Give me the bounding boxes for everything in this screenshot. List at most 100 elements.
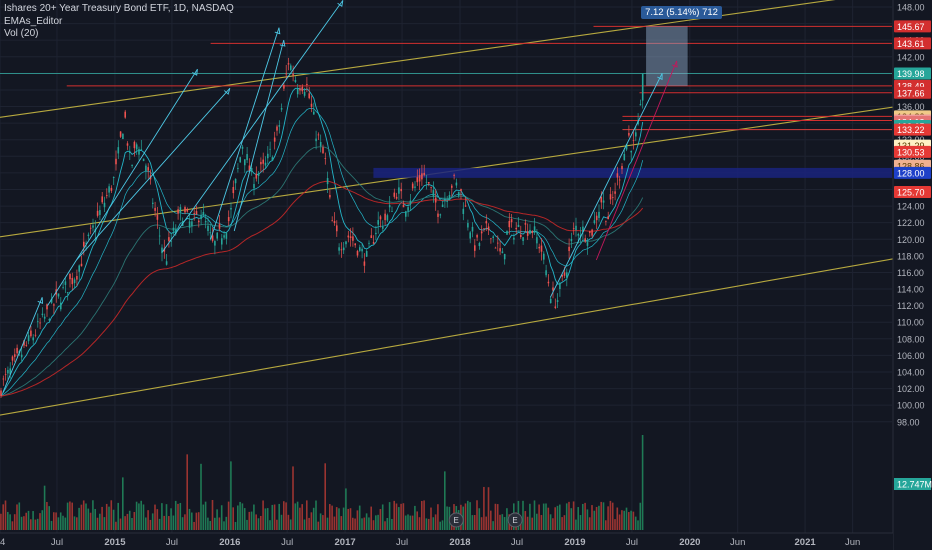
volume-bar	[441, 520, 444, 530]
price-level-tag-label[interactable]: 143.61	[897, 39, 925, 49]
volume-bar	[230, 461, 232, 530]
earnings-marker-label[interactable]: E	[512, 516, 517, 525]
candle-body	[99, 210, 101, 215]
candle-body	[618, 179, 621, 181]
candle-body	[423, 172, 425, 175]
price-level-tag-label[interactable]: 128.86	[897, 161, 925, 171]
price-level-tag[interactable]	[894, 86, 931, 99]
candle-body	[593, 220, 596, 224]
projection-arrows[interactable]	[2, 0, 678, 393]
price-level-tag-label[interactable]: 125.70	[897, 187, 925, 197]
candle-body	[570, 238, 573, 242]
price-level-tag-label[interactable]: 138.49	[897, 81, 925, 91]
projection-arrow-pink[interactable]	[595, 60, 678, 261]
volume-bar	[437, 504, 439, 530]
projection-arrow-head[interactable]	[37, 297, 44, 305]
volume-tag[interactable]	[894, 478, 931, 490]
projection-arrow-head[interactable]	[279, 40, 286, 47]
measure-box[interactable]	[646, 26, 688, 86]
price-level-tag[interactable]	[894, 67, 931, 80]
trend-channel-line[interactable]	[0, 253, 921, 416]
price-level-tag[interactable]	[894, 123, 931, 136]
time-tick-label: 2015	[104, 537, 126, 548]
earnings-marker-icon[interactable]	[507, 512, 523, 528]
candle-body	[244, 159, 246, 166]
price-level-tag-label[interactable]: 145.67	[897, 22, 925, 32]
indicator-ema-label[interactable]: EMAs_Editor	[4, 15, 63, 27]
price-tick-label: 120.00	[897, 235, 925, 245]
volume-bar	[260, 515, 262, 530]
price-level-tag[interactable]	[894, 37, 931, 50]
price-level-tag-label[interactable]: 139.98	[897, 69, 925, 79]
time-axis[interactable]: 14 Jul 2015 Jul 2016 Jul 2017 Jul 2018 Jul 2019 Jul…	[0, 532, 893, 550]
volume-bar	[243, 508, 246, 530]
price-tick-label: 122.00	[897, 218, 925, 228]
volume-bar	[163, 515, 165, 530]
measure-rect[interactable]	[646, 26, 688, 86]
price-level-tag-label[interactable]: 133.22	[897, 125, 925, 135]
volume-bar	[439, 521, 441, 530]
volume-bars	[0, 435, 644, 530]
projection-arrow-head[interactable]	[223, 88, 231, 95]
price-level-tag-label[interactable]: 128.00	[897, 168, 925, 178]
candle-body	[405, 211, 407, 217]
projection-arrow-head[interactable]	[337, 0, 344, 8]
candle-body	[37, 321, 39, 323]
candle-body	[273, 137, 276, 142]
candle-body	[246, 154, 248, 161]
price-level-tag[interactable]	[894, 166, 931, 179]
horizontal-levels[interactable]	[0, 25, 892, 178]
support-band[interactable]	[373, 167, 892, 178]
volume-bar	[370, 506, 372, 530]
volume-bar	[101, 506, 103, 530]
projection-arrow[interactable]	[47, 68, 198, 306]
price-level-tag[interactable]	[894, 185, 931, 198]
symbol-title[interactable]: Ishares 20+ Year Treasury Bond ETF, 1D, …	[4, 3, 234, 14]
earnings-marker-label[interactable]: E	[454, 516, 459, 525]
projection-arrow[interactable]	[2, 297, 43, 393]
earnings-marker-icon[interactable]	[448, 512, 464, 528]
projection-arrow[interactable]	[162, 0, 344, 252]
candle-body	[322, 147, 324, 154]
price-level-tag[interactable]	[894, 20, 931, 33]
measure-label[interactable]: 7.12 (5.14%) 712	[641, 6, 722, 20]
candle-body	[145, 165, 147, 172]
projection-arrow-head[interactable]	[657, 73, 663, 81]
price-axis[interactable]: 148.00146.00144.00142.00140.00138.00136.…	[892, 0, 932, 550]
price-level-tag-label[interactable]: 137.66	[897, 88, 925, 98]
price-level-tag[interactable]	[894, 145, 931, 158]
volume-bar	[179, 502, 182, 530]
volume-bar	[200, 463, 202, 530]
projection-arrow[interactable]	[233, 40, 285, 232]
candle-body	[457, 191, 460, 196]
candle-body	[324, 158, 327, 159]
candle-body	[269, 148, 271, 150]
candle-body	[398, 187, 400, 194]
projection-arrow[interactable]	[210, 27, 280, 240]
candle-body	[637, 120, 639, 125]
price-level-tag-label[interactable]: 130.53	[897, 147, 925, 157]
projection-arrow[interactable]	[549, 73, 663, 298]
candle-body	[96, 210, 99, 216]
candle-body	[7, 369, 9, 374]
volume-bar	[266, 508, 269, 530]
volume-bar	[329, 504, 331, 530]
projection-arrow[interactable]	[76, 87, 231, 261]
projection-arrow-pink-head[interactable]	[672, 60, 678, 68]
volume-bar	[186, 454, 188, 530]
candle-body	[363, 261, 366, 266]
projection-arrow-head[interactable]	[274, 27, 281, 35]
volume-bar	[556, 505, 559, 530]
projection-arrow-head[interactable]	[192, 69, 198, 76]
candle-body	[186, 208, 189, 212]
candle-body	[492, 236, 494, 238]
time-axis-bg[interactable]	[0, 533, 893, 550]
volume-bar	[11, 521, 14, 530]
volume-bar	[151, 513, 154, 530]
volume-bar	[234, 521, 237, 530]
volume-tag-label[interactable]: 12.747M	[897, 480, 932, 490]
volume-bar	[92, 500, 94, 530]
indicator-volume-label[interactable]: Vol (20)	[4, 28, 39, 39]
